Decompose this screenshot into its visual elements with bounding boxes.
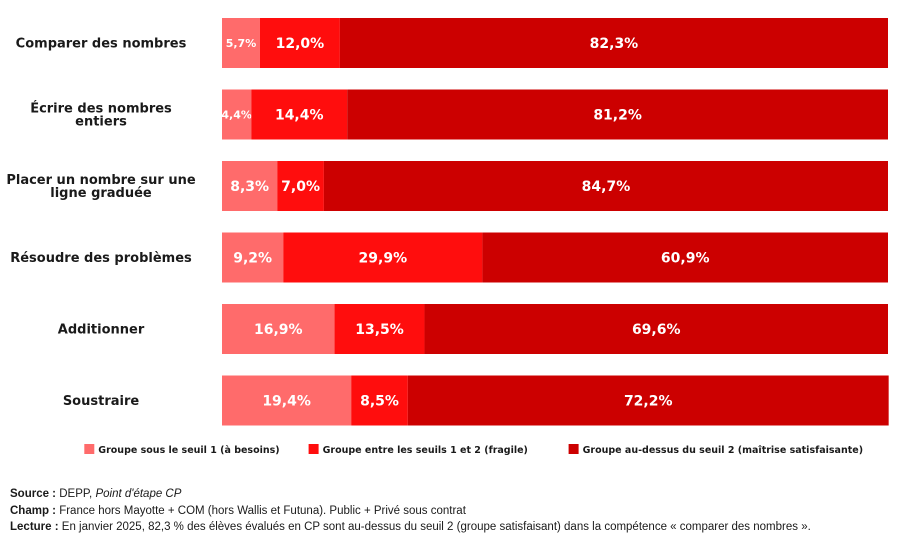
bar-segment xyxy=(222,18,260,68)
category-label: Résoudre des problèmes xyxy=(10,251,192,266)
bar-segment xyxy=(407,375,889,426)
legend-label: Groupe sous le seuil 1 (à besoins) xyxy=(98,445,279,456)
bar-segment xyxy=(251,89,348,140)
bar-segment xyxy=(222,232,284,283)
data-label: 14,4% xyxy=(275,108,324,124)
bar-segment xyxy=(347,89,888,140)
bar-segment xyxy=(259,18,340,68)
source-text: DEPP, xyxy=(59,488,96,500)
champ-note: Champ : France hors Mayotte + COM (hors … xyxy=(10,503,900,520)
data-label: 69,6% xyxy=(632,322,681,338)
category-label: Soustraire xyxy=(63,394,140,409)
data-label: 60,9% xyxy=(661,251,710,267)
bar-segment xyxy=(424,304,888,354)
category-label: Placer un nombre sur une ligne graduée xyxy=(6,173,195,201)
category-label: Écrire des nombres entiers xyxy=(30,101,172,130)
data-label: 84,7% xyxy=(582,179,631,195)
data-label: 4,4% xyxy=(221,108,252,121)
champ-text: France hors Mayotte + COM (hors Wallis e… xyxy=(59,504,466,517)
legend-swatch xyxy=(568,444,579,454)
data-label: 19,4% xyxy=(262,394,311,410)
bar-segment xyxy=(277,161,324,211)
bar-segment xyxy=(334,304,425,354)
data-label: 8,3% xyxy=(230,179,269,195)
data-label: 9,2% xyxy=(233,251,272,267)
bars-group: Comparer des nombres 5,7% 12,0% 82,3% Écrire… xyxy=(6,18,889,426)
bar-segment xyxy=(283,232,483,283)
bar-segment xyxy=(222,161,278,211)
bar-segment xyxy=(339,18,889,68)
lecture-text: En janvier 2025, 82,3 % des élèves évalu… xyxy=(61,521,811,533)
legend-label: Groupe entre les seuils 1 et 2 (fragile) xyxy=(323,445,528,456)
bar-segment xyxy=(222,375,352,426)
data-label: 7,0% xyxy=(281,179,320,195)
legend-swatch xyxy=(308,444,319,454)
source-label: Source : xyxy=(10,488,57,500)
data-label: 8,5% xyxy=(360,394,399,410)
chart-notes: Source : DEPP, Point d'étape CP Champ : … xyxy=(10,486,900,536)
data-label: 81,2% xyxy=(593,108,642,124)
legend-swatch xyxy=(84,444,95,454)
data-label: 29,9% xyxy=(359,251,408,267)
source-note: Source : DEPP, Point d'étape CP xyxy=(10,486,900,503)
data-label: 16,9% xyxy=(254,322,303,338)
champ-label: Champ : xyxy=(10,504,56,517)
stacked-bar-chart: Comparer des nombres 5,7% 12,0% 82,3% Écrire… xyxy=(6,18,889,456)
bar-segment xyxy=(323,161,888,211)
data-label: 82,3% xyxy=(590,36,639,52)
bar-segment xyxy=(222,89,252,140)
lecture-note: Lecture : En janvier 2025, 82,3 % des él… xyxy=(10,519,900,536)
data-label: 5,7% xyxy=(226,37,257,50)
data-label: 72,2% xyxy=(624,394,673,410)
bar-segment xyxy=(482,232,888,283)
bar-segment xyxy=(351,375,408,426)
legend: Groupe sous le seuil 1 (à besoins) Groupe… xyxy=(84,444,863,456)
bar-segment xyxy=(222,304,335,354)
data-label: 12,0% xyxy=(276,36,325,52)
category-label: Additionner xyxy=(58,323,145,338)
lecture-label: Lecture : xyxy=(10,521,59,533)
data-label: 13,5% xyxy=(355,322,404,338)
source-italic: Point d'étape CP xyxy=(95,488,182,500)
category-label: Comparer des nombres xyxy=(16,37,187,52)
legend-label: Groupe au-dessus du seuil 2 (maîtrise sa… xyxy=(583,445,863,456)
